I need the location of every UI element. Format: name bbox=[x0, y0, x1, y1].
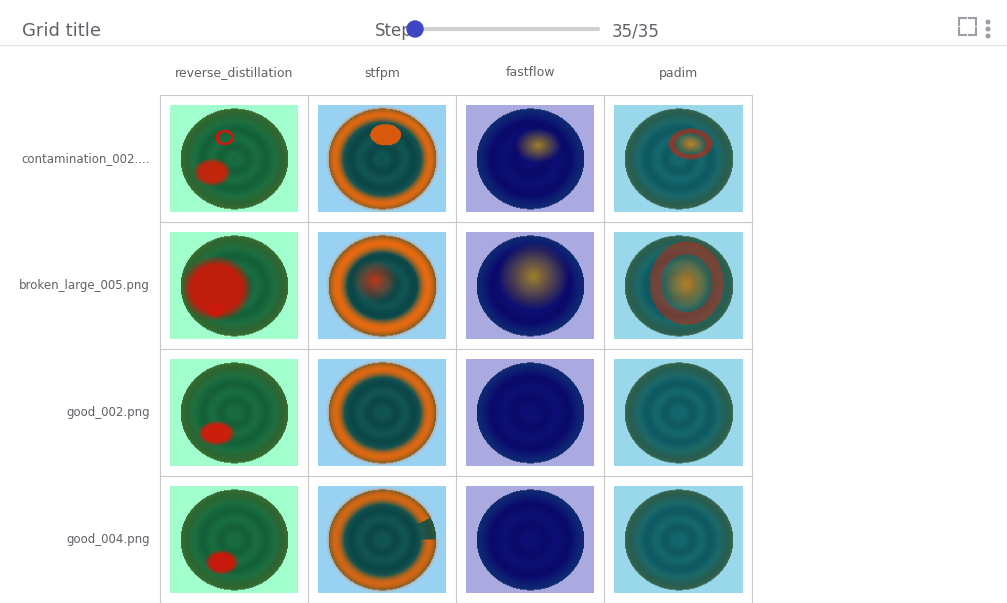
Text: Step: Step bbox=[375, 22, 413, 40]
Text: good_002.png: good_002.png bbox=[66, 406, 150, 419]
Text: stfpm: stfpm bbox=[365, 66, 400, 80]
Text: 35/35: 35/35 bbox=[612, 22, 660, 40]
Text: fastflow: fastflow bbox=[506, 66, 555, 80]
Text: contamination_002....: contamination_002.... bbox=[21, 152, 150, 165]
Circle shape bbox=[407, 21, 423, 37]
Text: padim: padim bbox=[659, 66, 698, 80]
Circle shape bbox=[986, 34, 990, 38]
Text: good_004.png: good_004.png bbox=[66, 533, 150, 546]
Text: reverse_distillation: reverse_distillation bbox=[175, 66, 293, 80]
Text: broken_large_005.png: broken_large_005.png bbox=[19, 279, 150, 292]
Text: Grid title: Grid title bbox=[22, 22, 101, 40]
Circle shape bbox=[986, 20, 990, 24]
Circle shape bbox=[986, 27, 990, 31]
